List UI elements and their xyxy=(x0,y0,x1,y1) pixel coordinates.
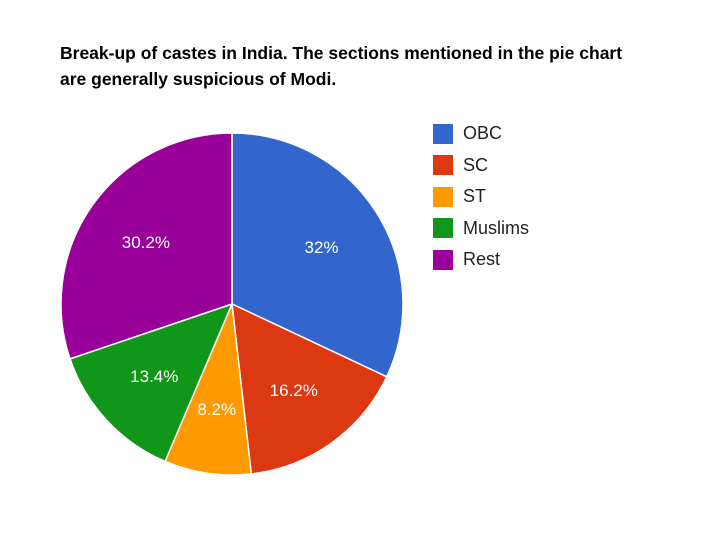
chart-title: Break-up of castes in India. The section… xyxy=(60,43,623,89)
slice-label-sc: 16.2% xyxy=(270,381,318,400)
legend-swatch xyxy=(433,186,453,207)
legend-item-muslims[interactable]: Muslims xyxy=(433,213,529,245)
pie-slice-st[interactable] xyxy=(164,301,253,476)
legend-item-st[interactable]: ST xyxy=(433,181,529,213)
legend-swatch xyxy=(433,155,453,176)
slice-label-rest: 30.2% xyxy=(122,233,170,252)
legend-swatch xyxy=(433,218,453,239)
slice-label-muslims: 13.4% xyxy=(130,367,178,386)
legend-item-rest[interactable]: Rest xyxy=(433,244,529,276)
legend-label: ST xyxy=(463,186,487,207)
legend-item-sc[interactable]: SC xyxy=(433,150,529,182)
legend-swatch xyxy=(433,123,453,144)
pie-slice-sc[interactable] xyxy=(231,302,388,475)
legend-label: OBC xyxy=(463,123,503,144)
slice-label-st: 8.2% xyxy=(197,400,236,419)
slice-label-obc: 32% xyxy=(305,238,339,257)
pie-slice-rest[interactable] xyxy=(60,132,233,360)
legend-label: SC xyxy=(463,154,489,175)
legend: OBC SC ST Muslims Rest xyxy=(433,118,529,276)
legend-swatch xyxy=(433,249,453,270)
pie-slice-obc[interactable] xyxy=(231,132,404,378)
legend-label: Rest xyxy=(463,249,501,270)
legend-item-obc[interactable]: OBC xyxy=(433,118,529,150)
legend-label: Muslims xyxy=(463,217,529,238)
pie-slice-muslims[interactable] xyxy=(69,302,234,463)
